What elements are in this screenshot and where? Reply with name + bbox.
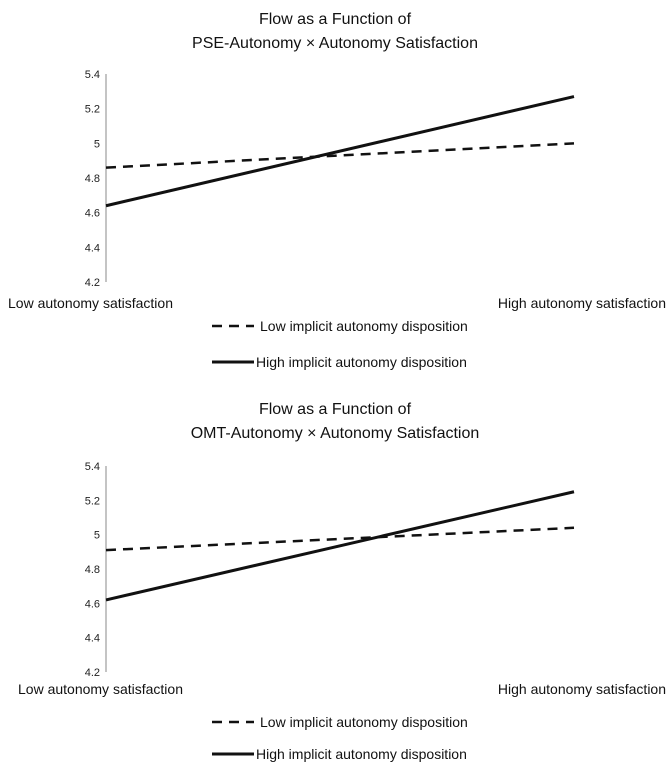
x-category-label-high: High autonomy satisfaction	[498, 681, 666, 697]
y-tick-label: 4.8	[85, 564, 100, 576]
chart-svg-pse: Flow as a Function of PSE-Autonomy × Auto…	[8, 11, 666, 370]
x-category-label-low: Low autonomy satisfaction	[8, 295, 173, 311]
y-tick-label: 5.4	[85, 69, 100, 81]
y-tick-label: 4.6	[85, 208, 100, 220]
chart-panel-pse: Flow as a Function of PSE-Autonomy × Auto…	[8, 11, 666, 370]
chart-title-line-1: Flow as a Function of	[259, 11, 412, 28]
series-line-high-disposition	[105, 490, 575, 602]
legend-label: High implicit autonomy disposition	[256, 746, 467, 762]
y-tick-label: 4.4	[85, 633, 100, 645]
legend-label: High implicit autonomy disposition	[256, 354, 467, 370]
y-tick-label: 4.2	[85, 277, 100, 289]
legend-label: Low implicit autonomy disposition	[260, 714, 468, 730]
chart-title-line-2: OMT-Autonomy × Autonomy Satisfaction	[191, 425, 480, 442]
x-category-label-high: High autonomy satisfaction	[498, 295, 666, 311]
y-tick-label: 5	[94, 138, 100, 150]
series-line-high-disposition	[105, 95, 575, 208]
y-tick-label: 4.2	[85, 667, 100, 679]
chart-title-line-1: Flow as a Function of	[259, 401, 412, 418]
x-category-label-low: Low autonomy satisfaction	[18, 681, 183, 697]
y-tick-label: 4.4	[85, 242, 100, 254]
y-tick-label: 5	[94, 530, 100, 542]
y-tick-label: 5.2	[85, 495, 100, 507]
y-tick-label: 5.4	[85, 461, 100, 473]
series-line-low-disposition	[105, 142, 575, 169]
chart-svg-omt: Flow as a Function of OMT-Autonomy × Auto…	[18, 401, 666, 762]
y-tick-label: 5.2	[85, 104, 100, 116]
y-tick-label: 4.8	[85, 173, 100, 185]
y-tick-label: 4.6	[85, 598, 100, 610]
chart-title-line-2: PSE-Autonomy × Autonomy Satisfaction	[192, 35, 478, 52]
legend-label: Low implicit autonomy disposition	[260, 318, 468, 334]
chart-panel-omt: Flow as a Function of OMT-Autonomy × Auto…	[0, 382, 670, 764]
